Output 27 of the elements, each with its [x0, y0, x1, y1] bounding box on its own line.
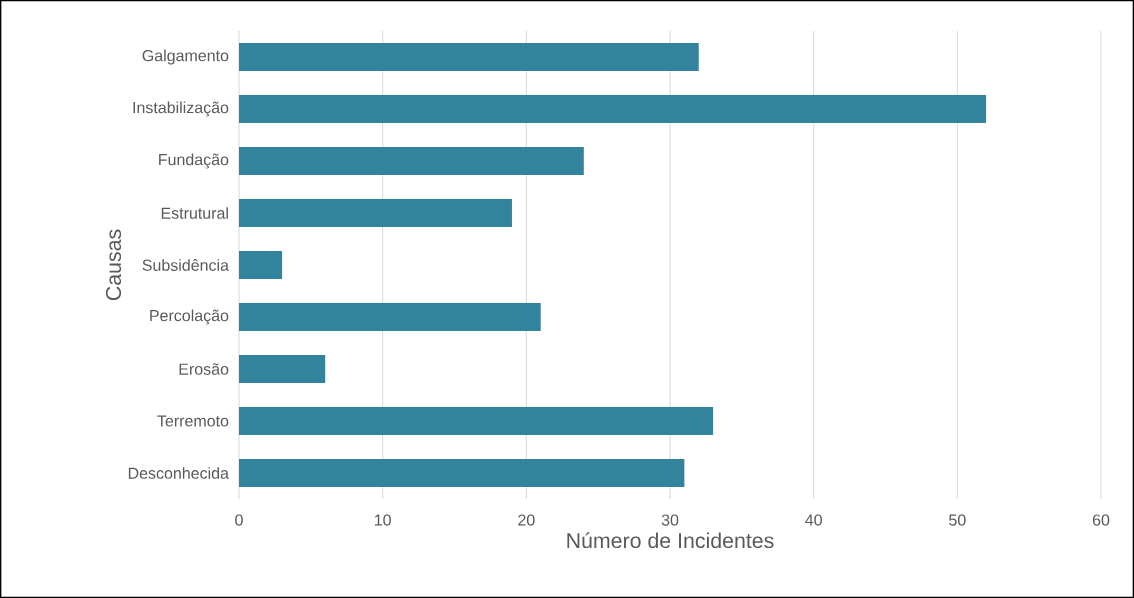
y-tick-label: Erosão	[179, 363, 229, 375]
x-tick-label: 20	[518, 514, 535, 526]
x-tick-label: 30	[661, 514, 679, 526]
y-tick-label: Subsidência	[142, 259, 229, 271]
x-axis-title: Número de Incidentes	[567, 532, 774, 549]
x-tick-label: 10	[374, 514, 391, 526]
bar	[239, 146, 584, 176]
bar	[239, 94, 987, 124]
x-tick-label: 0	[235, 514, 243, 526]
bar	[239, 354, 326, 384]
bar	[239, 406, 714, 436]
y-tick-label: Percolação	[150, 309, 229, 325]
x-tick-label: 50	[949, 514, 966, 526]
bar	[239, 458, 685, 488]
y-tick-label: Galgamento	[142, 49, 229, 65]
bar	[239, 250, 283, 280]
bar	[239, 302, 541, 332]
y-tick-label: Terremoto	[157, 415, 229, 427]
y-tick-label: Fundação	[159, 153, 229, 169]
y-tick-label: Instabilização	[133, 101, 229, 117]
bar	[239, 42, 699, 72]
y-tick-label: Estrutural	[161, 207, 228, 219]
y-axis-title: Causas	[105, 229, 122, 301]
x-tick-label: 60	[1092, 514, 1110, 526]
bar	[239, 198, 512, 228]
x-tick-label: 40	[805, 514, 822, 526]
y-tick-label: Desconhecida	[128, 467, 229, 479]
